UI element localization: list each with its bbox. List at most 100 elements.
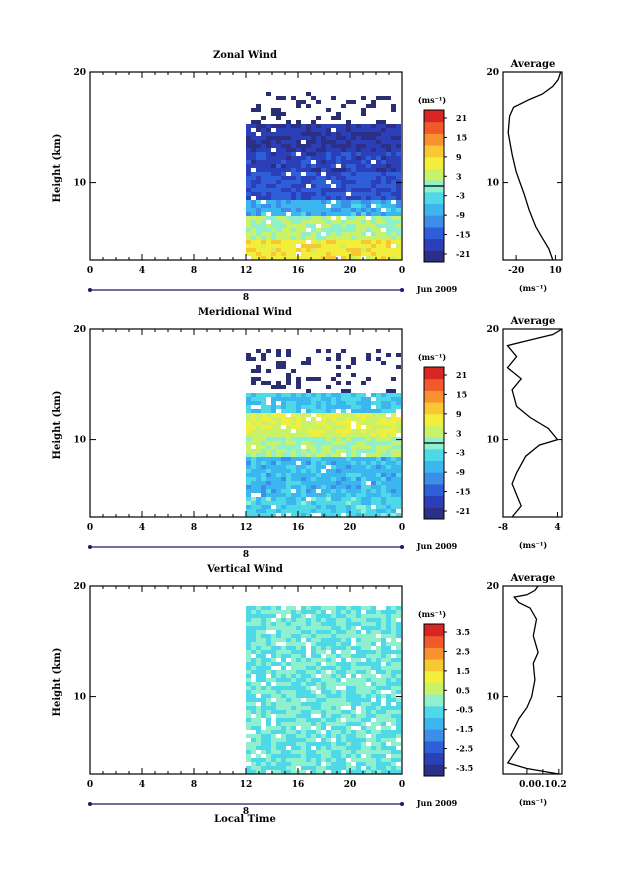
heatmap-cell [301, 256, 306, 260]
heatmap-cell [371, 104, 376, 108]
heatmap-cell [291, 453, 296, 457]
heatmap-cell [321, 465, 326, 469]
heatmap-cell [361, 409, 366, 413]
heatmap-cell [331, 734, 336, 738]
heatmap-cell [301, 425, 306, 429]
heatmap-cell [396, 449, 401, 453]
heatmap-cell [396, 228, 401, 232]
heatmap-cell [361, 734, 366, 738]
heatmap-cell [371, 224, 376, 228]
heatmap-cell [296, 662, 301, 666]
heatmap-cell [366, 248, 371, 252]
heatmap-cell [311, 497, 316, 501]
heatmap-cell [391, 212, 396, 216]
heatmap-cell [276, 449, 281, 453]
heatmap-cell [296, 638, 301, 642]
heatmap-cell [341, 674, 346, 678]
heatmap-cell [296, 746, 301, 750]
heatmap-cell [286, 433, 291, 437]
heatmap-cell [321, 176, 326, 180]
heatmap-cell [371, 674, 376, 678]
heatmap-cell [386, 642, 391, 646]
heatmap-cell [281, 96, 286, 100]
heatmap-cell [391, 176, 396, 180]
heatmap-cell [261, 236, 266, 240]
heatmap-cell [346, 642, 351, 646]
heatmap-cell [271, 409, 276, 413]
heatmap-cell [356, 682, 361, 686]
zonal-average-title: Average [510, 59, 556, 70]
heatmap-cell [286, 353, 291, 357]
heatmap-cell [291, 180, 296, 184]
heatmap-cell [261, 381, 266, 385]
heatmap-cell [371, 714, 376, 718]
colorbar-segment [424, 635, 444, 648]
heatmap-cell [286, 457, 291, 461]
heatmap-cell [346, 232, 351, 236]
heatmap-cell [246, 216, 251, 220]
heatmap-cell [396, 353, 401, 357]
heatmap-cell [361, 674, 366, 678]
heatmap-cell [261, 674, 266, 678]
heatmap-cell [396, 630, 401, 634]
heatmap-cell [356, 646, 361, 650]
heatmap-cell [291, 626, 296, 630]
heatmap-cell [246, 248, 251, 252]
heatmap-cell [301, 196, 306, 200]
heatmap-cell [286, 758, 291, 762]
heatmap-cell [371, 433, 376, 437]
heatmap-cell [331, 437, 336, 441]
heatmap-cell [391, 706, 396, 710]
heatmap-cell [386, 485, 391, 489]
heatmap-cell [261, 216, 266, 220]
heatmap-cell [256, 501, 261, 505]
meridional-colorbar-unit: (ms⁻¹) [418, 352, 446, 362]
heatmap-cell [331, 770, 336, 774]
heatmap-cell [256, 188, 261, 192]
heatmap-cell [331, 208, 336, 212]
heatmap-cell [321, 160, 326, 164]
heatmap-cell [341, 658, 346, 662]
heatmap-cell [286, 618, 291, 622]
heatmap-cell [306, 140, 311, 144]
heatmap-cell [301, 220, 306, 224]
heatmap-cell [296, 449, 301, 453]
heatmap-cell [396, 445, 401, 449]
heatmap-cell [326, 152, 331, 156]
heatmap-cell [276, 176, 281, 180]
heatmap-cell [381, 433, 386, 437]
heatmap-cell [361, 726, 366, 730]
heatmap-cell [296, 120, 301, 124]
heatmap-cell [246, 634, 251, 638]
heatmap-cell [381, 232, 386, 236]
heatmap-cell [256, 108, 261, 112]
heatmap-cell [261, 140, 266, 144]
heatmap-cell [291, 192, 296, 196]
heatmap-cell [291, 417, 296, 421]
heatmap-cell [396, 176, 401, 180]
heatmap-cell [266, 224, 271, 228]
heatmap-cell [281, 361, 286, 365]
heatmap-cell [336, 252, 341, 256]
heatmap-cell [386, 124, 391, 128]
heatmap-cell [381, 682, 386, 686]
heatmap-cell [356, 132, 361, 136]
heatmap-cell [296, 465, 301, 469]
heatmap-cell [356, 489, 361, 493]
heatmap-cell [381, 453, 386, 457]
heatmap-cell [251, 409, 256, 413]
heatmap-cell [256, 152, 261, 156]
heatmap-cell [301, 461, 306, 465]
heatmap-cell [326, 614, 331, 618]
heatmap-cell [351, 702, 356, 706]
heatmap-cell [396, 469, 401, 473]
heatmap-cell [321, 144, 326, 148]
heatmap-cell [296, 397, 301, 401]
heatmap-cell [371, 501, 376, 505]
heatmap-cell [376, 622, 381, 626]
heatmap-cell [316, 686, 321, 690]
heatmap-cell [311, 136, 316, 140]
heatmap-cell [261, 489, 266, 493]
heatmap-cell [326, 140, 331, 144]
heatmap-cell [356, 224, 361, 228]
